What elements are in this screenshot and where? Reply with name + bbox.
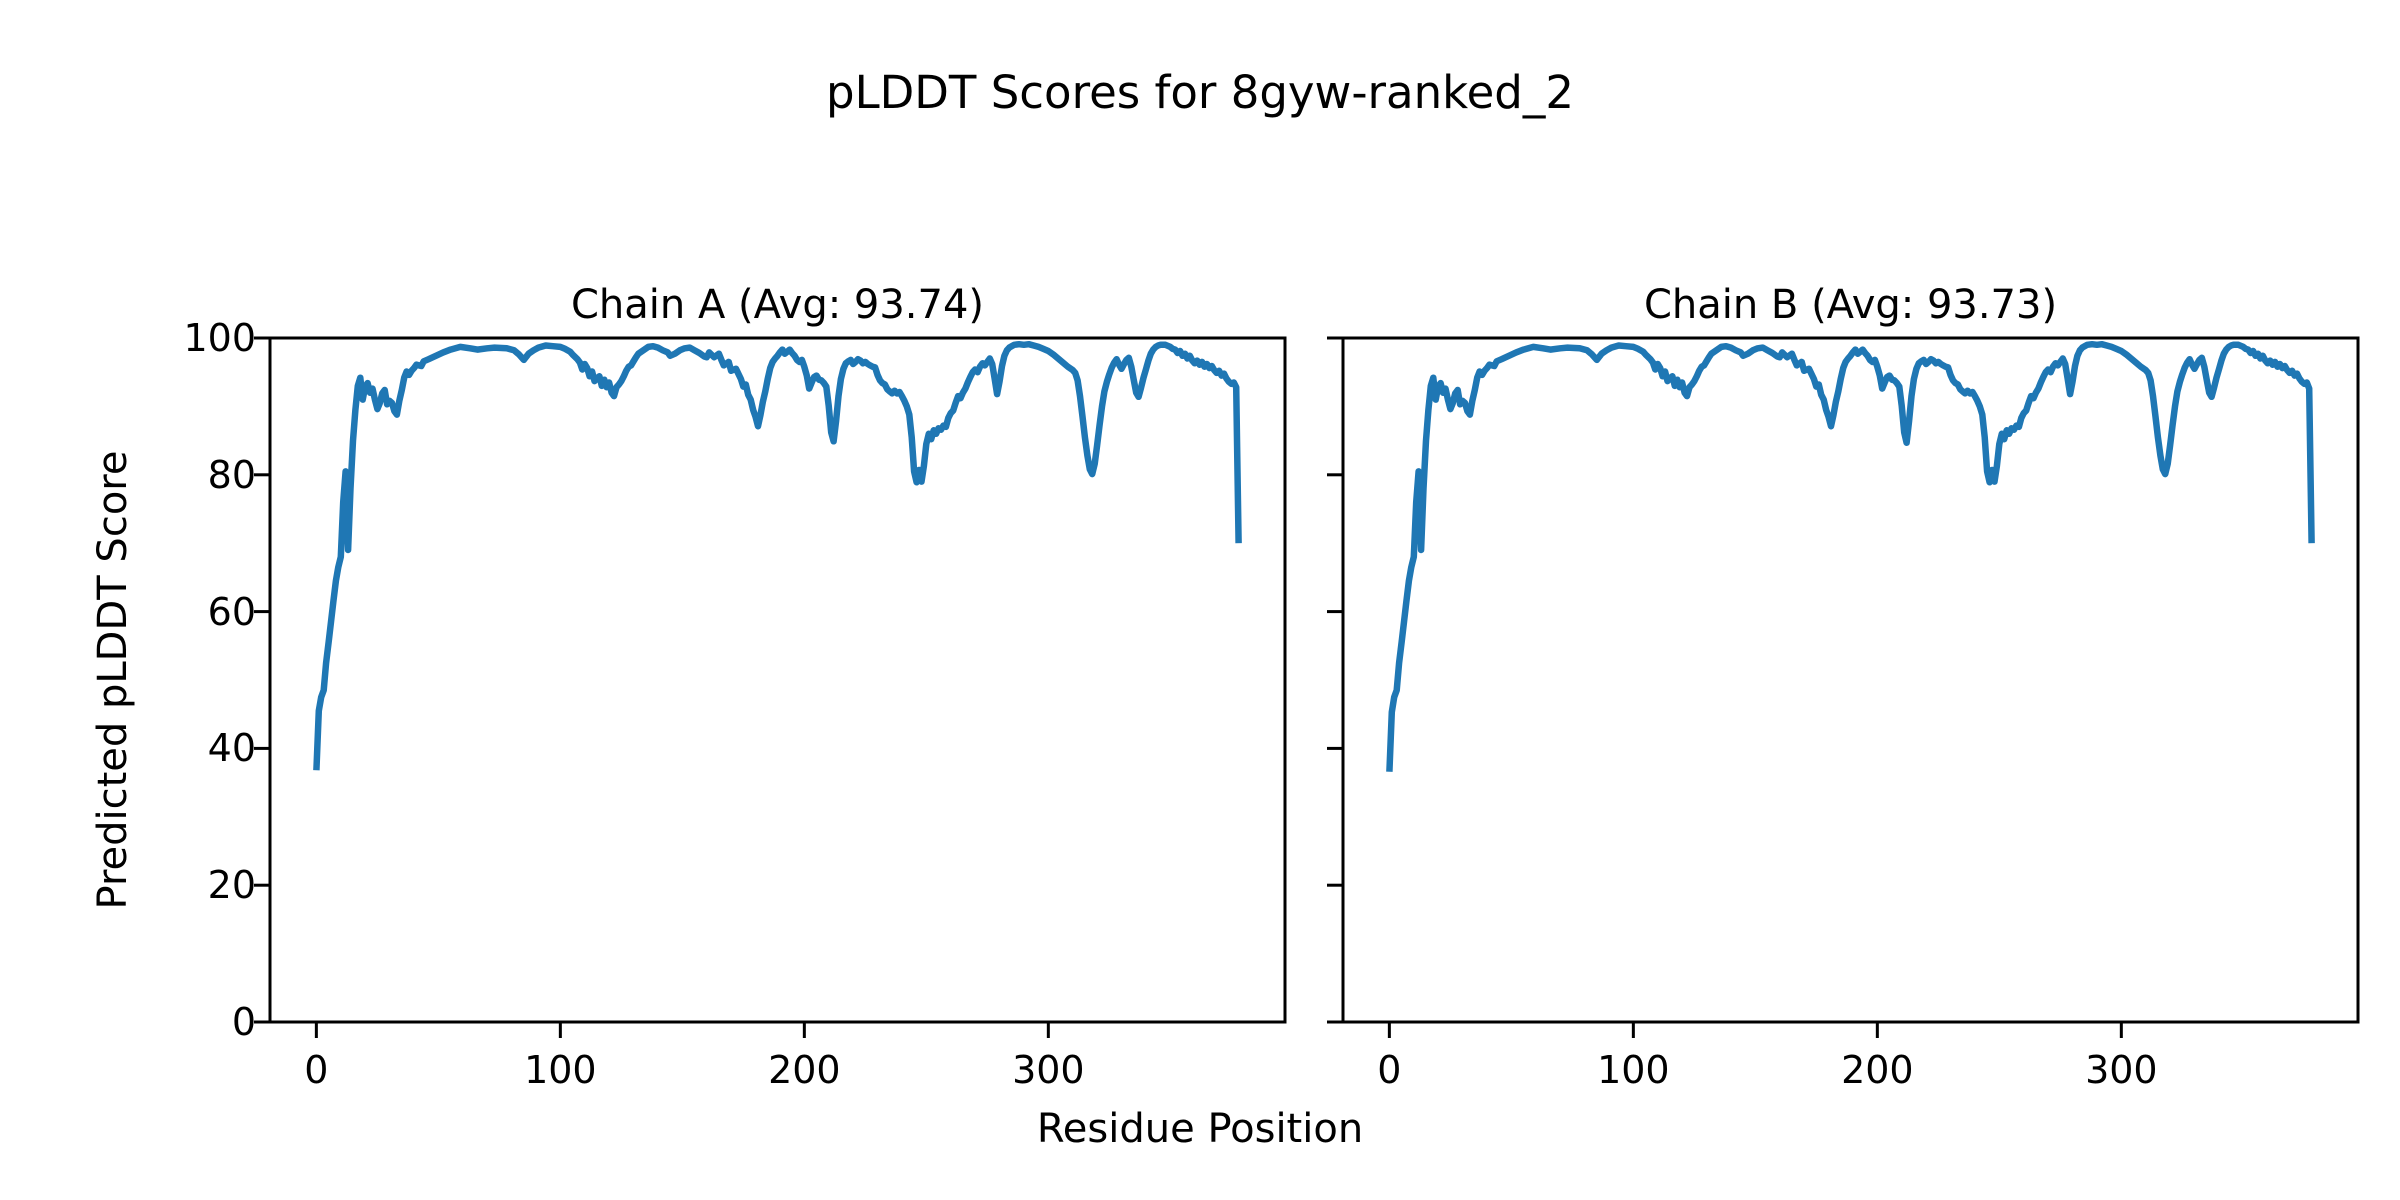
chain-b-axes [1327, 336, 2360, 1038]
x-tick-label: 200 [1841, 1048, 1914, 1092]
y-tick-label: 40 [207, 726, 256, 771]
plddt-line-chain-a [313, 340, 1242, 771]
x-tick-label: 100 [524, 1048, 597, 1092]
x-tick-label: 0 [1377, 1048, 1402, 1092]
x-axis-label: Residue Position [1036, 1106, 1364, 1152]
chain-a-title: Chain A (Avg: 93.74) [570, 282, 985, 328]
x-tick-label: 100 [1597, 1048, 1670, 1092]
x-tick-label: 0 [304, 1048, 329, 1092]
chain-b-title: Chain B (Avg: 93.73) [1643, 282, 2058, 328]
plddt-line-chain-b [1386, 340, 2315, 772]
x-tick-label: 300 [1012, 1048, 1085, 1092]
x-tick-label: 200 [768, 1048, 841, 1092]
y-tick-label: 100 [183, 316, 256, 360]
chain-a-axes [254, 336, 1287, 1038]
x-tick-label: 300 [2085, 1048, 2158, 1092]
y-tick-label: 80 [207, 452, 256, 497]
chain-b-plot-svg [1327, 336, 2360, 1038]
y-tick-label: 0 [231, 1000, 256, 1044]
y-tick-label: 60 [207, 589, 256, 634]
axes-spines [1341, 336, 2360, 1024]
axes-spines [268, 336, 1287, 1024]
chain-a-plot-svg [254, 336, 1287, 1038]
y-axis-label: Predicted pLDDT Score [90, 450, 136, 910]
figure-title: pLDDT Scores for 8gyw-ranked_2 [826, 66, 1574, 119]
y-tick-label: 20 [207, 863, 256, 908]
